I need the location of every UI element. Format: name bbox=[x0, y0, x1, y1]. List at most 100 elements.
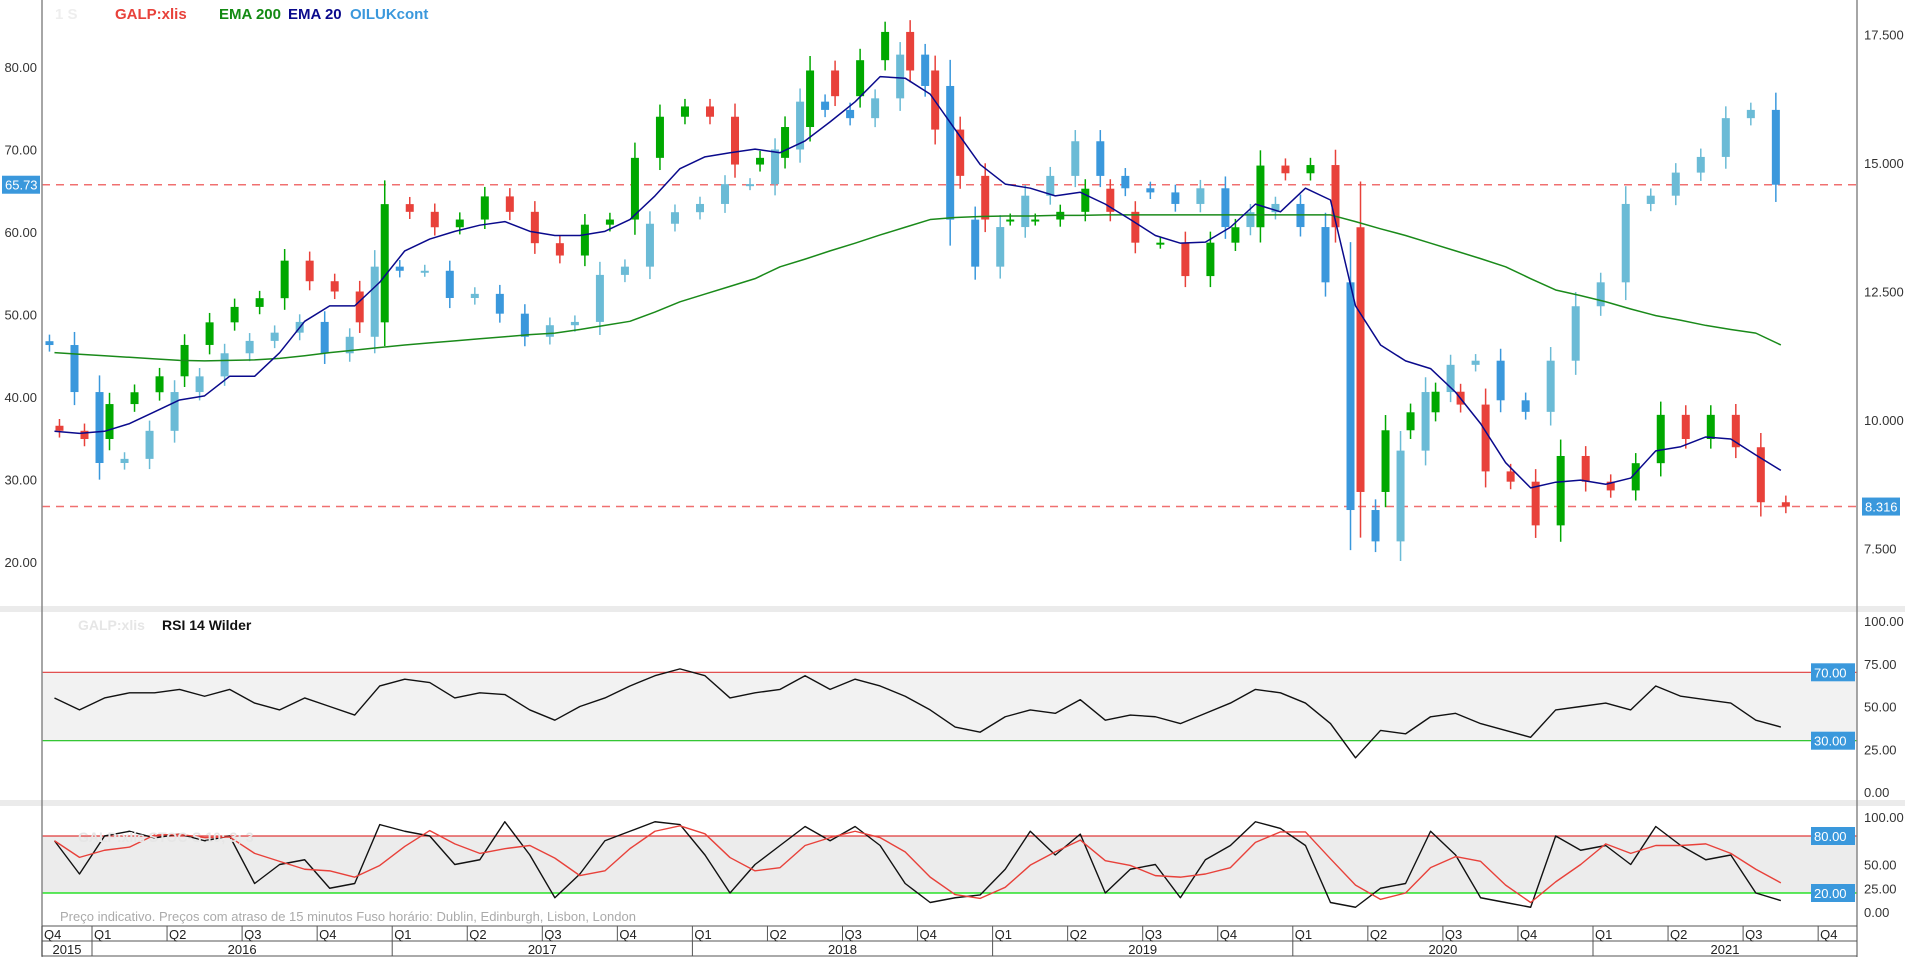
galp-candle[interactable] bbox=[1331, 165, 1340, 228]
panel-divider[interactable] bbox=[0, 800, 1905, 806]
galp-candle[interactable] bbox=[230, 306, 239, 323]
galp-candle[interactable] bbox=[1481, 404, 1490, 472]
legend-symbol[interactable]: GALP:xlis bbox=[115, 6, 187, 23]
quarter-label[interactable]: Q3 bbox=[244, 927, 261, 942]
oil-candle[interactable] bbox=[570, 321, 579, 326]
oil-candle[interactable] bbox=[771, 149, 780, 185]
oil-candle[interactable] bbox=[595, 274, 604, 322]
galp-candle[interactable] bbox=[1506, 471, 1515, 482]
galp-candle[interactable] bbox=[1281, 165, 1290, 174]
galp-candle[interactable] bbox=[1131, 211, 1140, 243]
oil-candle[interactable] bbox=[145, 430, 154, 459]
oil-candle[interactable] bbox=[645, 223, 654, 267]
oil-candle[interactable] bbox=[420, 270, 429, 273]
oil-candle[interactable] bbox=[495, 293, 504, 314]
oil-candle[interactable] bbox=[896, 54, 905, 99]
quarter-label[interactable]: Q3 bbox=[544, 927, 561, 942]
galp-candle[interactable] bbox=[806, 70, 815, 128]
oil-candle[interactable] bbox=[45, 341, 54, 346]
quarter-label[interactable]: Q3 bbox=[845, 927, 862, 942]
quarter-label[interactable]: Q1 bbox=[694, 927, 711, 942]
oil-candle[interactable] bbox=[921, 54, 930, 86]
oil-candle[interactable] bbox=[195, 376, 204, 393]
quarter-label[interactable]: Q4 bbox=[319, 927, 336, 942]
oil-candle[interactable] bbox=[245, 340, 254, 354]
galp-candle[interactable] bbox=[705, 106, 714, 117]
oil-candle[interactable] bbox=[1546, 360, 1555, 412]
galp-candle[interactable] bbox=[1106, 188, 1115, 212]
oil-candle[interactable] bbox=[1021, 195, 1030, 228]
oil-candle[interactable] bbox=[320, 321, 329, 354]
galp-candle[interactable] bbox=[1256, 165, 1265, 228]
galp-candle[interactable] bbox=[605, 219, 614, 225]
galp-candle[interactable] bbox=[1531, 481, 1540, 526]
oil-candle[interactable] bbox=[695, 203, 704, 213]
galp-candle[interactable] bbox=[1756, 447, 1765, 503]
quarter-label[interactable]: Q2 bbox=[169, 927, 186, 942]
galp-candle[interactable] bbox=[305, 260, 314, 282]
galp-candle[interactable] bbox=[856, 60, 865, 97]
year-label[interactable]: 2018 bbox=[828, 942, 857, 957]
oil-candle[interactable] bbox=[946, 85, 955, 220]
year-label[interactable]: 2021 bbox=[1711, 942, 1740, 957]
quarter-label[interactable]: Q2 bbox=[469, 927, 486, 942]
rsi-panel[interactable]: 100.00 75.00 50.00 25.00 0.00 70.00 30.00 bbox=[42, 614, 1904, 800]
year-label[interactable]: 2015 bbox=[53, 942, 82, 957]
galp-candle[interactable] bbox=[405, 204, 414, 212]
quarter-label[interactable]: Q4 bbox=[920, 927, 937, 942]
galp-candle[interactable] bbox=[1681, 414, 1690, 440]
oil-candle[interactable] bbox=[996, 227, 1005, 267]
galp-candle[interactable] bbox=[105, 404, 114, 440]
galp-candle[interactable] bbox=[981, 175, 990, 220]
price-panel[interactable]: 80.00 70.00 60.00 50.00 40.00 30.00 20.00 17.50… bbox=[2, 20, 1904, 570]
oil-candle[interactable] bbox=[1071, 141, 1080, 176]
galp-candle[interactable] bbox=[756, 157, 765, 165]
oil-candle[interactable] bbox=[1721, 118, 1730, 157]
galp-candle[interactable] bbox=[80, 430, 89, 440]
galp-candle[interactable] bbox=[330, 281, 339, 292]
panel-divider[interactable] bbox=[0, 606, 1905, 612]
quarter-label[interactable]: Q2 bbox=[1670, 927, 1687, 942]
quarter-label[interactable]: Q1 bbox=[1295, 927, 1312, 942]
oil-candle[interactable] bbox=[1596, 282, 1605, 307]
year-label[interactable]: 2019 bbox=[1128, 942, 1157, 957]
galp-candle[interactable] bbox=[380, 204, 389, 323]
oil-candle[interactable] bbox=[1346, 282, 1355, 511]
galp-candle[interactable] bbox=[480, 196, 489, 220]
oil-candle[interactable] bbox=[796, 101, 805, 150]
oil-candle[interactable] bbox=[1196, 188, 1205, 204]
galp-candle[interactable] bbox=[1581, 455, 1590, 482]
galp-candle[interactable] bbox=[1306, 165, 1315, 174]
oil-candle[interactable] bbox=[120, 458, 129, 463]
galp-candle[interactable] bbox=[530, 211, 539, 244]
galp-candle[interactable] bbox=[505, 196, 514, 212]
oil-candle[interactable] bbox=[1046, 175, 1055, 196]
galp-candle[interactable] bbox=[881, 31, 890, 61]
galp-candle[interactable] bbox=[680, 106, 689, 117]
oil-candle[interactable] bbox=[345, 336, 354, 354]
year-label[interactable]: 2016 bbox=[228, 942, 257, 957]
oil-candle[interactable] bbox=[395, 266, 404, 271]
oil-candle[interactable] bbox=[1621, 203, 1630, 283]
quarter-label[interactable]: Q1 bbox=[1595, 927, 1612, 942]
galp-candle[interactable] bbox=[355, 291, 364, 323]
oil-candle[interactable] bbox=[1771, 109, 1780, 185]
quarter-label[interactable]: Q3 bbox=[1445, 927, 1462, 942]
legend-compare-symbol[interactable]: OILUKcont bbox=[350, 6, 428, 23]
oil-candle[interactable] bbox=[1146, 188, 1155, 193]
galp-candle[interactable] bbox=[1656, 414, 1665, 464]
oil-candle[interactable] bbox=[1096, 141, 1105, 176]
quarter-label[interactable]: Q4 bbox=[1520, 927, 1537, 942]
galp-candle[interactable] bbox=[1731, 414, 1740, 448]
quarter-label[interactable]: Q4 bbox=[1220, 927, 1237, 942]
legend-ema200[interactable]: EMA 200 bbox=[219, 6, 281, 23]
oil-candle[interactable] bbox=[1121, 175, 1130, 189]
year-label[interactable]: 2020 bbox=[1428, 942, 1457, 957]
oil-candle[interactable] bbox=[95, 392, 104, 463]
oil-candle[interactable] bbox=[1671, 172, 1680, 196]
oil-candle[interactable] bbox=[270, 332, 279, 341]
quarter-label[interactable]: Q3 bbox=[1145, 927, 1162, 942]
galp-candle[interactable] bbox=[906, 31, 915, 71]
oil-candle[interactable] bbox=[1696, 156, 1705, 173]
